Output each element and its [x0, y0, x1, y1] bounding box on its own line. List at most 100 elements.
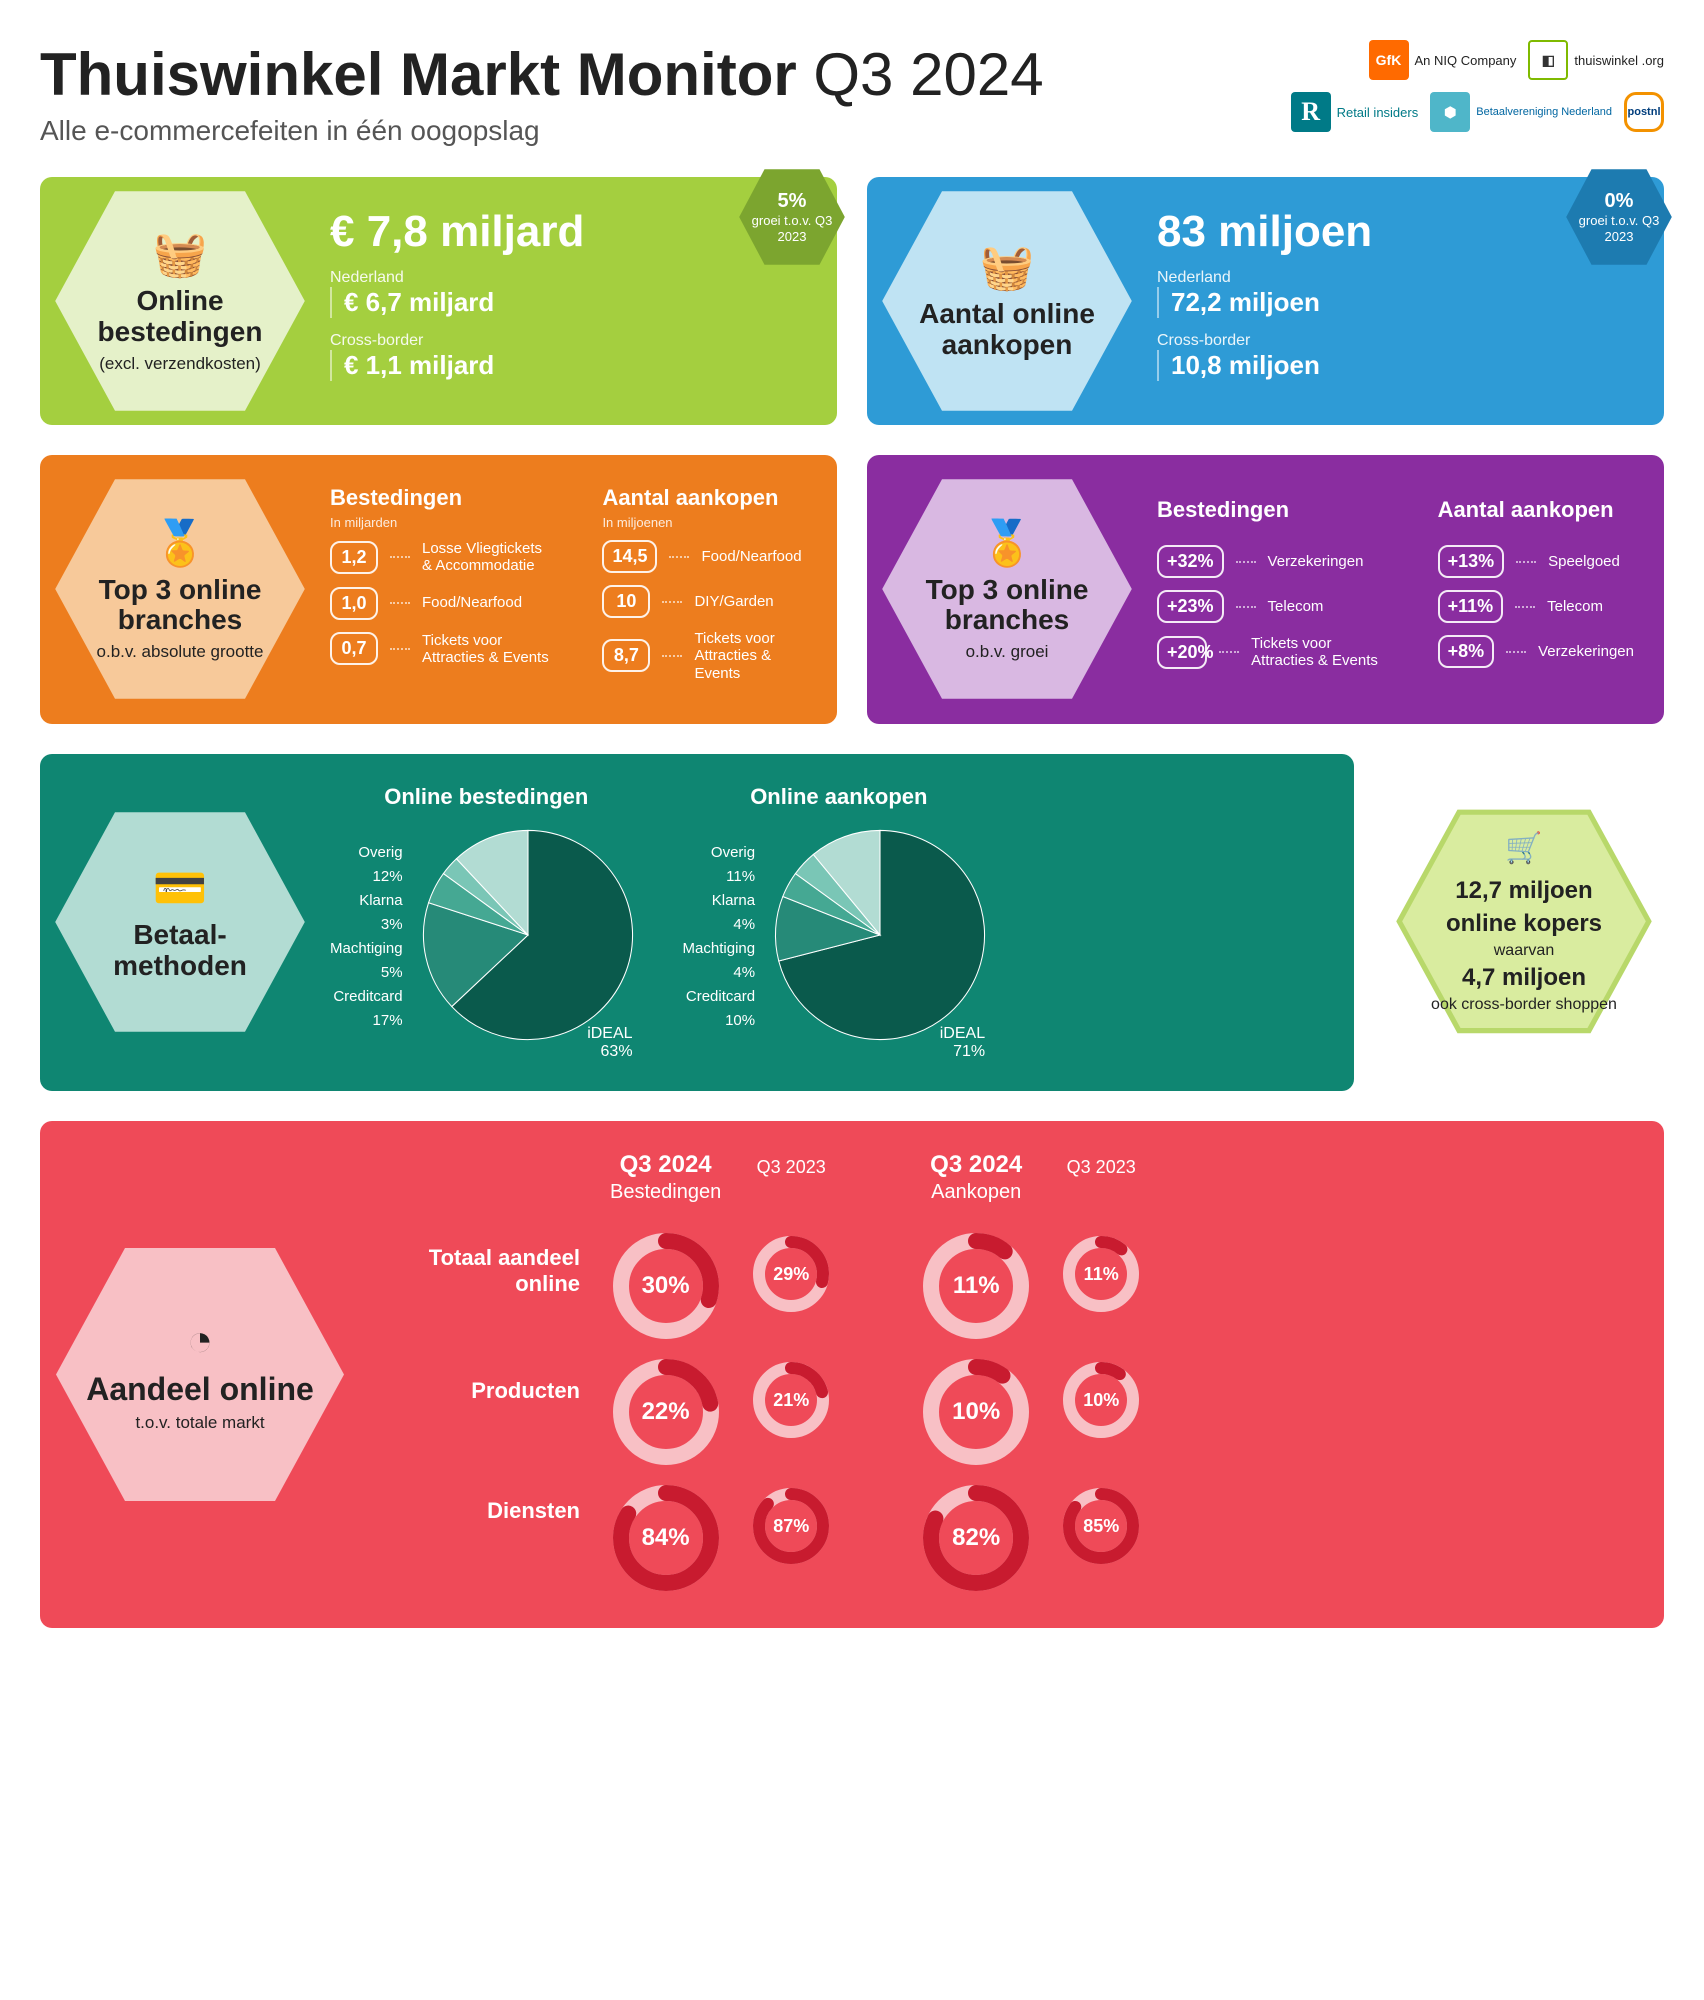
row-3: 💳 Betaal-methoden Online bestedingen Ove…	[40, 754, 1664, 1091]
donut-value: 11%	[1084, 1264, 1119, 1285]
top3-item: +11% Telecom	[1438, 590, 1634, 623]
header-left: Thuiswinkel Markt Monitor Q3 2024 Alle e…	[40, 40, 1044, 147]
top3-label: DIY/Garden	[694, 593, 773, 610]
top3-label: Tickets voor Attracties & Events	[422, 632, 552, 667]
top3growth-col1-head: Bestedingen	[1157, 497, 1388, 523]
logo-postnl: postnl	[1624, 92, 1664, 132]
card-purchases: 🧺 Aantal online aankopen 83 miljoen Nede…	[867, 177, 1664, 425]
pie-label: Creditcard10%	[683, 985, 756, 1033]
row-1: 🧺 Online bestedingen (excl. verzendkoste…	[40, 177, 1664, 425]
top3-item: 14,5 Food/Nearfood	[602, 540, 807, 573]
purchases-cb-label: Cross-border	[1157, 332, 1372, 350]
purchases-nl-val: 72,2 miljoen	[1157, 287, 1372, 318]
top3-item: 0,7 Tickets voor Attracties & Events	[330, 632, 552, 667]
donut-value: 84%	[642, 1524, 690, 1552]
donut-value: 10%	[1083, 1390, 1119, 1411]
top3-value: +20%	[1157, 636, 1207, 669]
top3-label: Losse Vliegtickets & Accommodatie	[422, 540, 552, 575]
top3abs-col1-head: Bestedingen	[330, 485, 552, 511]
logo-retail: R Retail insiders	[1291, 92, 1419, 132]
pie-spend	[413, 820, 643, 1055]
thuiswinkel-label: thuiswinkel .org	[1574, 53, 1664, 68]
donut-value: 21%	[773, 1390, 809, 1411]
ribbon-icon: 🏅	[70, 517, 290, 569]
top3abs-hex-title: Top 3 online branches	[70, 575, 290, 637]
top3-item: 1,2 Losse Vliegtickets & Accommodatie	[330, 540, 552, 575]
row-2: 🏅 Top 3 online branches o.b.v. absolute …	[40, 455, 1664, 724]
top3-value: +23%	[1157, 590, 1224, 623]
retail-icon: R	[1291, 92, 1331, 132]
card-top3-growth: 🏅 Top 3 online branches o.b.v. groei Bes…	[867, 455, 1664, 724]
pie-label: Overig12%	[330, 841, 403, 889]
donut-value: 11%	[953, 1272, 1000, 1300]
share-row-label: Totaal aandeel online	[400, 1211, 580, 1331]
pie-purchases	[765, 820, 995, 1055]
logo-betaal: ⬢ Betaalvereniging Nederland	[1430, 92, 1612, 132]
logos: GfKAn NIQ Company ◧thuiswinkel .org RRet…	[1284, 40, 1664, 132]
share-colC-head: Q3 2024Aankopen	[930, 1151, 1022, 1204]
donut: 84%	[611, 1483, 721, 1593]
ribbon-icon: 🏅	[897, 517, 1117, 569]
pie-label: Creditcard17%	[330, 985, 403, 1033]
top3-item: +23% Telecom	[1157, 590, 1388, 623]
top3-item: +32% Verzekeringen	[1157, 545, 1388, 578]
kopers-line3-b: 4,7 miljoen	[1462, 964, 1586, 991]
top3-value: +8%	[1438, 635, 1495, 668]
header: Thuiswinkel Markt Monitor Q3 2024 Alle e…	[40, 40, 1664, 147]
top3abs-col2-unit: In miljoenen	[602, 515, 807, 530]
top3-item: +13% Speelgoed	[1438, 545, 1634, 578]
top3-value: 1,0	[330, 587, 378, 620]
top3-value: 1,2	[330, 541, 378, 574]
donut: 87%	[751, 1486, 831, 1566]
pie-label: Overig11%	[683, 841, 756, 889]
pie-label: Machtiging5%	[330, 937, 403, 985]
spend-nl-label: Nederland	[330, 269, 584, 287]
cart-icon: 🛒	[1431, 829, 1617, 870]
donut: 30%	[611, 1231, 721, 1341]
top3abs-hex-sub: o.b.v. absolute grootte	[70, 642, 290, 662]
retail-label: Retail insiders	[1337, 105, 1419, 120]
pie-chart-icon: ◔	[86, 1316, 314, 1366]
row-4: ◔ Aandeel online t.o.v. totale markt Tot…	[40, 1121, 1664, 1628]
top3-value: 0,7	[330, 632, 378, 665]
top3-value: 14,5	[602, 540, 657, 573]
share-colB-head: Q3 2023	[757, 1151, 826, 1179]
donut: 22%	[611, 1357, 721, 1467]
purchases-hex-title: Aantal online aankopen	[897, 299, 1117, 361]
basket-plus-icon: 🧺	[897, 241, 1117, 293]
logo-thuiswinkel: ◧ thuiswinkel .org	[1528, 40, 1664, 80]
donut: 29%	[751, 1234, 831, 1314]
top3-label: Tickets voor Attracties & Events	[1251, 635, 1387, 670]
purchases-cb-val: 10,8 miljoen	[1157, 350, 1372, 381]
top3-label: Speelgoed	[1548, 553, 1620, 570]
card-icon: 💳	[113, 862, 247, 914]
pie-label: Machtiging4%	[683, 937, 756, 985]
card-spend: 🧺 Online bestedingen (excl. verzendkoste…	[40, 177, 837, 425]
top3-value: +13%	[1438, 545, 1505, 578]
top3-item: 8,7 Tickets voor Attracties & Events	[602, 630, 807, 682]
page-title: Thuiswinkel Markt Monitor Q3 2024	[40, 40, 1044, 109]
betaal-icon: ⬢	[1430, 92, 1470, 132]
donut: 10%	[921, 1357, 1031, 1467]
top3-label: Verzekeringen	[1538, 643, 1634, 660]
share-row-label: Diensten	[400, 1451, 580, 1571]
top3-label: Food/Nearfood	[422, 594, 522, 611]
pie2-title: Online aankopen	[683, 784, 996, 810]
betaal-label: Betaalvereniging Nederland	[1476, 106, 1612, 118]
donut-value: 29%	[773, 1264, 809, 1285]
donut: 85%	[1061, 1486, 1141, 1566]
share-row-label: Producten	[400, 1331, 580, 1451]
title-main: Thuiswinkel Markt Monitor	[40, 41, 797, 108]
thuiswinkel-icon: ◧	[1528, 40, 1568, 80]
purchases-nl-label: Nederland	[1157, 269, 1372, 287]
pie1-title: Online bestedingen	[330, 784, 643, 810]
donut-value: 85%	[1083, 1516, 1119, 1537]
purchases-big: 83 miljoen	[1157, 207, 1372, 257]
top3abs-col2-head: Aantal aankopen	[602, 485, 807, 511]
donut-value: 87%	[773, 1516, 809, 1537]
top3abs-col1-unit: In miljarden	[330, 515, 552, 530]
donut-value: 30%	[642, 1272, 690, 1300]
top3-value: 8,7	[602, 639, 650, 672]
title-period: Q3 2024	[813, 41, 1043, 108]
top3-item: +8% Verzekeringen	[1438, 635, 1634, 668]
